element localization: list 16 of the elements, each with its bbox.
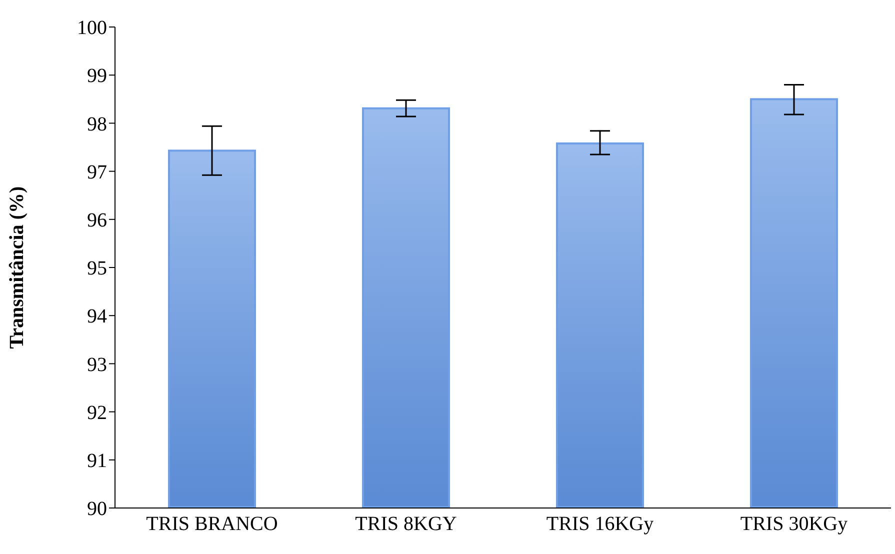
x-tick-label: TRIS 16KGy bbox=[546, 513, 654, 536]
y-tick-label: 94 bbox=[87, 306, 107, 328]
x-tick-label: TRIS 8KGY bbox=[355, 513, 457, 536]
x-tick-label: TRIS 30KGy bbox=[740, 513, 848, 536]
y-tick-label: 92 bbox=[87, 402, 107, 424]
y-tick-label: 95 bbox=[87, 258, 107, 280]
y-tick-label: 91 bbox=[87, 450, 107, 472]
y-tick-label: 99 bbox=[87, 65, 107, 88]
y-tick-label: 96 bbox=[87, 210, 107, 232]
x-tick-label: TRIS BRANCO bbox=[146, 513, 278, 536]
y-axis-title: Transmitância (%) bbox=[6, 186, 28, 349]
y-tick-label: 98 bbox=[87, 113, 107, 136]
y-tick-label: 93 bbox=[87, 354, 107, 376]
y-tick-label: 90 bbox=[87, 498, 107, 520]
y-tick-label: 100 bbox=[77, 17, 107, 40]
y-tick-label: 97 bbox=[87, 161, 107, 184]
